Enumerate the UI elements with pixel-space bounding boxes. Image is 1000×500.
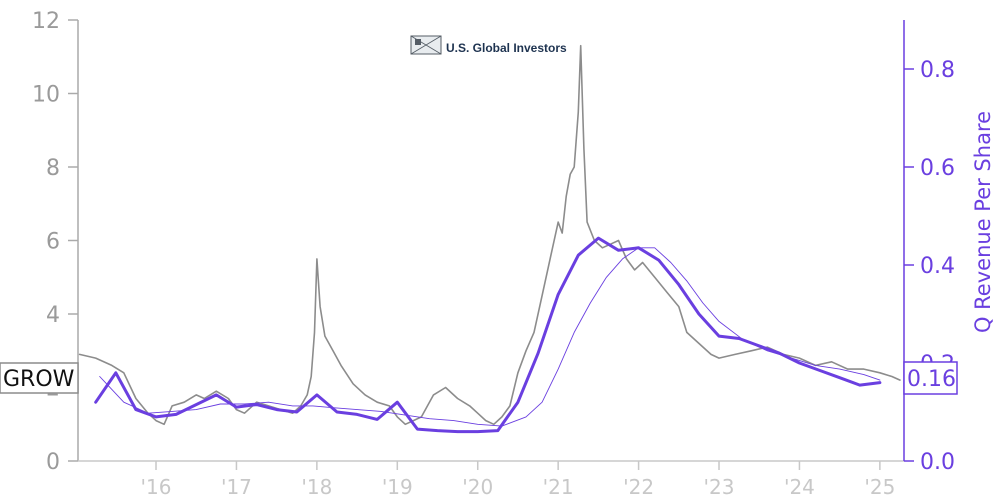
right-axis-title: Q Revenue Per Share [971,111,995,333]
grow-price-line [78,44,901,426]
x-tick-label: '19 [382,475,413,499]
left-tick-label: 10 [32,83,60,108]
x-tick-label: '16 [141,475,172,499]
revenue-per-share-line [94,236,882,434]
revenue-end-label: 0.16 [903,361,958,395]
x-tick-label: '25 [864,475,895,499]
left-tick-label: 8 [46,156,60,181]
right-tick-label: 0.4 [920,254,955,279]
logo-icon [410,35,442,55]
x-tick-label: '21 [543,475,574,499]
x-axis: '16 '17 '18 '19 '20 '21 '22 '23 '24 '25 [78,460,904,499]
revenue-end-label-text: 0.16 [907,367,956,392]
logo-text: U.S. Global Investors [446,41,567,55]
x-tick-label: '24 [784,475,815,499]
left-tick-label: 4 [46,303,60,328]
right-tick-label: 0.6 [920,156,955,181]
left-axis: 024681012 [32,9,79,475]
right-axis: 0.00.20.40.60.8 Q Revenue Per Share [903,20,995,475]
right-tick-label: 0.0 [920,450,955,475]
x-tick-label: '22 [623,475,654,499]
price-moving-average-line [99,247,881,427]
right-tick-label: 0.8 [920,58,955,83]
x-tick-label: '18 [301,475,332,499]
x-tick-label: '17 [221,475,252,499]
logo: U.S. Global Investors [410,35,567,55]
grow-end-label: GROW [0,362,79,394]
left-tick-label: 0 [46,450,60,475]
x-tick-label: '20 [462,475,493,499]
left-tick-label: 12 [32,9,60,34]
x-tick-label: '23 [704,475,735,499]
grow-end-label-text: GROW [3,367,75,392]
left-tick-label: 6 [46,230,60,255]
